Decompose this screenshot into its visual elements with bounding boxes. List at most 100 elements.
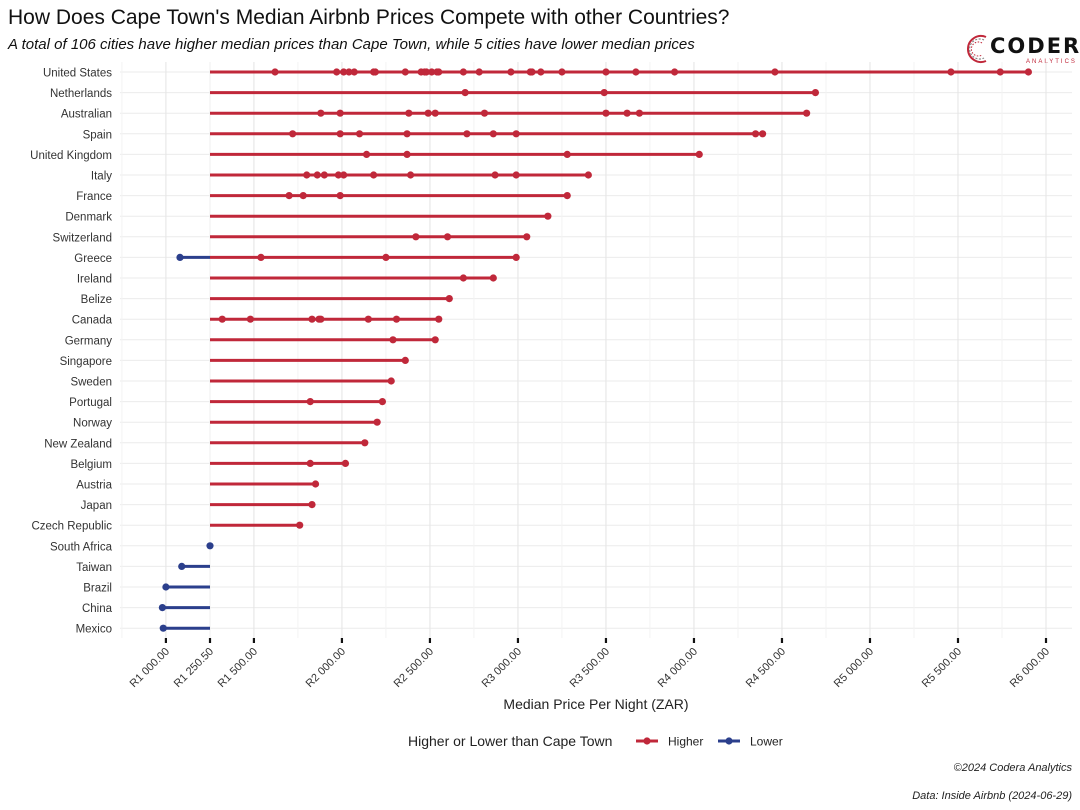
- point-higher: [246, 315, 254, 323]
- x-tick-label: R5 500.00: [920, 646, 964, 690]
- point-higher: [459, 68, 467, 76]
- legend-label-higher: Higher: [668, 735, 703, 749]
- point-higher: [563, 192, 571, 200]
- country-label: Belgium: [70, 459, 112, 471]
- point-higher: [558, 68, 566, 76]
- country-label: Japan: [81, 500, 112, 512]
- legend-label-lower: Lower: [750, 735, 783, 749]
- point-higher: [387, 377, 395, 385]
- point-higher: [751, 130, 760, 138]
- price-points: [158, 68, 1032, 632]
- country-label: United States: [43, 68, 112, 80]
- point-higher: [308, 315, 316, 323]
- range-segments: [162, 70, 1029, 630]
- point-higher: [424, 109, 432, 117]
- x-tick-label: R2 500.00: [392, 646, 436, 690]
- x-tick-label: R3 500.00: [568, 646, 612, 690]
- point-higher: [491, 171, 499, 179]
- point-higher: [355, 130, 364, 138]
- point-higher: [257, 253, 265, 261]
- chart-title: How Does Cape Town's Median Airbnb Price…: [8, 6, 730, 29]
- point-higher: [289, 130, 297, 138]
- point-higher: [306, 459, 314, 467]
- point-higher: [523, 233, 531, 241]
- country-label: Greece: [74, 253, 112, 265]
- country-label: New Zealand: [44, 438, 112, 450]
- point-higher: [403, 130, 411, 138]
- country-label: Italy: [91, 171, 112, 183]
- point-higher: [489, 274, 497, 282]
- point-higher: [350, 68, 358, 76]
- point-higher: [403, 150, 411, 158]
- point-higher: [428, 68, 436, 76]
- point-higher: [459, 274, 467, 282]
- point-higher: [361, 439, 369, 447]
- point-higher: [435, 68, 443, 76]
- point-higher: [563, 150, 571, 158]
- point-higher: [271, 68, 279, 76]
- x-tick-label: R1 500.00: [216, 646, 260, 690]
- point-higher: [345, 68, 353, 76]
- point-higher: [378, 398, 387, 406]
- point-higher: [362, 150, 371, 158]
- logo-subtext: ANALYTICS: [1026, 59, 1077, 65]
- point-higher: [392, 315, 401, 323]
- point-higher: [401, 356, 409, 364]
- point-higher: [600, 89, 608, 97]
- point-higher: [695, 150, 703, 158]
- point-higher: [412, 233, 420, 241]
- country-label: Czech Republic: [31, 521, 112, 533]
- point-higher: [389, 336, 397, 344]
- point-higher: [635, 109, 643, 117]
- point-lower: [178, 562, 186, 571]
- point-reference: [206, 542, 214, 550]
- point-higher: [317, 315, 325, 323]
- country-labels: United States Netherlands Australian Spain U…: [30, 68, 112, 636]
- point-lower: [159, 624, 167, 632]
- point-higher: [528, 68, 536, 76]
- point-higher: [370, 171, 378, 179]
- x-tick-label: R5 000.00: [832, 646, 876, 690]
- point-higher: [602, 109, 610, 117]
- x-tick-label: R4 000.00: [656, 646, 700, 690]
- point-higher: [602, 68, 610, 76]
- x-tick-label: R6 000.00: [1008, 646, 1052, 690]
- point-higher: [218, 315, 226, 323]
- point-higher: [422, 68, 431, 76]
- point-higher: [445, 295, 453, 303]
- legend-title: Higher or Lower than Cape Town: [408, 733, 612, 749]
- point-higher: [405, 109, 413, 117]
- point-higher: [461, 89, 469, 97]
- country-label: China: [82, 603, 113, 615]
- point-higher: [443, 233, 452, 241]
- point-higher: [317, 109, 325, 117]
- country-label: Denmark: [65, 212, 112, 224]
- point-lower: [176, 253, 184, 261]
- point-higher: [285, 192, 293, 200]
- point-higher: [947, 68, 955, 76]
- point-higher: [406, 171, 415, 179]
- point-higher: [475, 68, 483, 76]
- chart-subtitle: A total of 106 cities have higher median…: [8, 36, 695, 53]
- country-label: Norway: [73, 418, 112, 430]
- point-higher: [803, 109, 811, 117]
- country-label: Spain: [83, 129, 112, 141]
- country-label: Belize: [81, 294, 112, 306]
- point-higher: [489, 130, 497, 138]
- country-label: Australian: [61, 109, 112, 121]
- country-label: Canada: [72, 315, 113, 327]
- point-higher: [632, 68, 640, 76]
- point-lower: [158, 604, 166, 612]
- point-higher: [299, 192, 307, 200]
- point-higher: [373, 418, 381, 426]
- x-axis-label: Median Price Per Night (ZAR): [503, 696, 688, 712]
- point-higher: [336, 192, 344, 200]
- gridlines: [120, 62, 1072, 638]
- x-tick-label: R1 250.50: [172, 646, 216, 690]
- point-higher: [364, 315, 372, 323]
- point-higher: [333, 68, 341, 76]
- country-label: Germany: [65, 335, 113, 347]
- point-higher: [308, 501, 316, 509]
